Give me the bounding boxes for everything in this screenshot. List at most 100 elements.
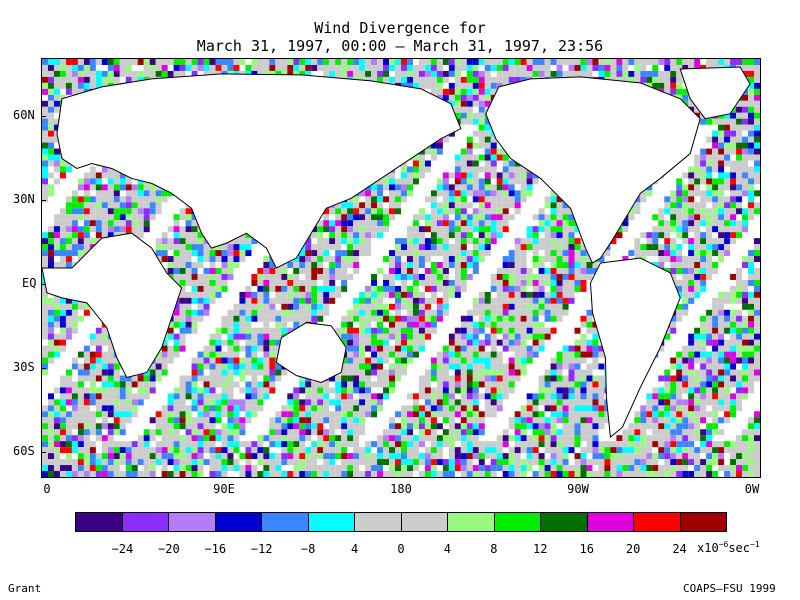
divergence-cell	[401, 190, 407, 197]
divergence-cell	[562, 202, 569, 209]
divergence-cell	[574, 268, 581, 274]
divergence-cell	[748, 88, 755, 95]
divergence-cell	[490, 160, 497, 167]
divergence-cell	[556, 220, 563, 227]
divergence-cell	[688, 166, 695, 173]
divergence-cell	[430, 76, 437, 83]
divergence-cell	[257, 339, 264, 346]
divergence-cell	[700, 256, 707, 263]
divergence-cell	[185, 321, 192, 328]
divergence-cell	[371, 220, 378, 227]
divergence-cell	[442, 250, 449, 257]
divergence-cell	[526, 357, 533, 364]
divergence-cell	[71, 196, 78, 203]
divergence-cell	[305, 70, 312, 77]
divergence-cell	[197, 238, 204, 245]
divergence-cell	[353, 333, 360, 340]
divergence-cell	[329, 238, 336, 245]
divergence-cell	[47, 333, 54, 340]
divergence-cell	[544, 202, 551, 209]
divergence-cell	[472, 130, 479, 137]
divergence-cell	[538, 238, 545, 245]
divergence-cell	[724, 363, 731, 370]
divergence-cell	[101, 369, 108, 376]
divergence-cell	[568, 351, 575, 358]
divergence-cell	[670, 76, 677, 83]
divergence-cell	[508, 327, 515, 334]
divergence-cell	[215, 357, 222, 364]
map-title: Wind Divergence for	[314, 19, 486, 37]
divergence-cell	[155, 357, 162, 364]
divergence-cell	[748, 363, 755, 370]
divergence-cell	[412, 279, 419, 286]
divergence-cell	[508, 262, 515, 268]
divergence-cell	[65, 76, 72, 83]
divergence-cell	[508, 315, 515, 322]
divergence-cell	[424, 70, 431, 77]
divergence-cell	[227, 363, 234, 370]
divergence-cell	[520, 345, 527, 352]
divergence-cell	[460, 202, 467, 209]
divergence-cell	[233, 244, 240, 251]
divergence-cell	[430, 321, 437, 328]
divergence-cell	[478, 184, 485, 191]
divergence-cell	[490, 64, 497, 71]
divergence-cell	[371, 351, 378, 358]
divergence-cell	[478, 345, 485, 352]
divergence-cell	[700, 285, 707, 292]
divergence-cell	[71, 82, 78, 89]
divergence-cell	[203, 303, 210, 310]
divergence-cell	[694, 202, 701, 209]
divergence-cell	[712, 315, 719, 322]
divergence-cell	[430, 64, 437, 71]
divergence-cell	[269, 327, 276, 334]
divergence-cell	[42, 250, 48, 257]
divergence-cell	[508, 64, 515, 71]
divergence-cell	[341, 59, 348, 65]
divergence-cell	[754, 106, 760, 113]
divergence-cell	[77, 232, 84, 239]
divergence-cell	[478, 357, 485, 364]
divergence-cell	[460, 106, 467, 113]
divergence-cell	[634, 202, 641, 209]
divergence-cell	[359, 250, 366, 257]
divergence-cell	[101, 357, 108, 364]
divergence-cell	[227, 357, 234, 364]
divergence-cell	[532, 339, 539, 346]
divergence-cell	[53, 345, 60, 352]
divergence-cell	[107, 64, 114, 71]
divergence-cell	[430, 363, 437, 370]
divergence-cell	[42, 262, 48, 268]
divergence-cell	[47, 232, 54, 239]
divergence-cell	[688, 268, 695, 274]
divergence-cell	[53, 88, 60, 95]
divergence-cell	[59, 232, 66, 239]
divergence-cell	[137, 202, 144, 209]
divergence-cell	[275, 333, 282, 340]
divergence-cell	[335, 226, 342, 233]
divergence-cell	[490, 172, 497, 179]
divergence-cell	[700, 279, 707, 286]
divergence-cell	[478, 291, 485, 298]
divergence-cell	[131, 226, 138, 233]
divergence-cell	[395, 291, 401, 298]
divergence-cell	[436, 76, 443, 83]
divergence-cell	[640, 59, 647, 65]
divergence-cell	[329, 273, 336, 280]
divergence-cell	[694, 244, 701, 251]
divergence-cell	[562, 297, 569, 304]
divergence-cell	[592, 363, 599, 370]
divergence-cell	[514, 76, 521, 83]
divergence-cell	[347, 315, 354, 322]
divergence-cell	[550, 226, 557, 233]
divergence-cell	[179, 226, 186, 233]
divergence-cell	[59, 262, 66, 268]
divergence-cell	[580, 64, 587, 71]
divergence-cell	[424, 64, 431, 71]
divergence-cell	[532, 232, 539, 239]
divergence-cell	[233, 315, 240, 322]
divergence-cell	[83, 369, 90, 376]
divergence-cell	[730, 333, 737, 340]
divergence-cell	[424, 76, 431, 83]
divergence-cell	[47, 339, 54, 346]
